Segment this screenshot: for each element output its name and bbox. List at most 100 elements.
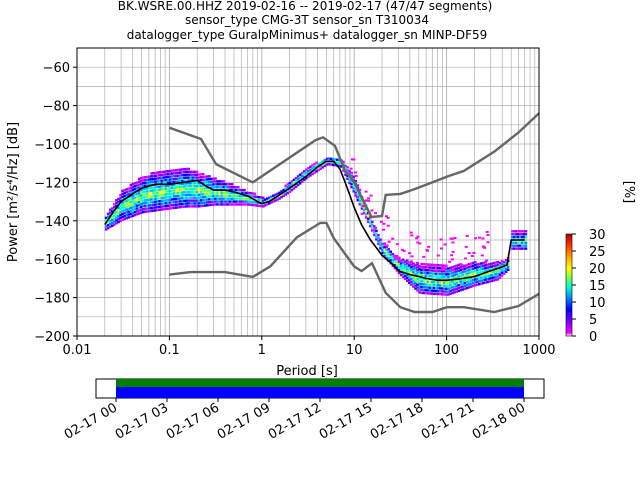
density-cell: [172, 177, 176, 181]
density-cell: [290, 188, 294, 192]
density-cell: [146, 175, 149, 179]
density-cell: [524, 244, 528, 247]
density-cell: [313, 162, 316, 166]
density-cell: [199, 176, 203, 179]
density-cell: [401, 264, 405, 267]
density-cell: [426, 286, 430, 289]
colorbar-label: [%]: [621, 181, 636, 204]
density-cell: [270, 195, 273, 198]
density-cell: [325, 163, 329, 166]
density-cell: [218, 197, 221, 200]
density-cell: [438, 281, 442, 284]
density-cell: [480, 282, 483, 285]
density-cell: [313, 171, 316, 174]
density-cell: [410, 271, 413, 275]
density-cell: [323, 158, 327, 162]
density-cell: [422, 291, 426, 295]
density-cell: [422, 263, 426, 266]
density-cell: [358, 197, 362, 200]
density-cell: [230, 200, 234, 203]
density-cell: [172, 203, 176, 207]
density-cell: [522, 241, 526, 245]
density-cell: [218, 191, 221, 195]
density-cell: [455, 284, 459, 288]
density-cell: [201, 175, 205, 179]
density-cell: [185, 187, 188, 191]
density-cell: [263, 198, 267, 201]
density-cell: [164, 173, 168, 176]
density-cell: [463, 278, 467, 282]
density-cell: [218, 183, 221, 186]
density-cell: [113, 214, 116, 218]
density-cell: [158, 194, 162, 197]
density-cell: [438, 290, 442, 293]
density-cell: [457, 263, 461, 267]
density-cell: [434, 284, 438, 287]
density-cell: [146, 198, 149, 202]
density-cell: [195, 193, 199, 197]
density-cell: [441, 275, 444, 279]
density-cell: [410, 263, 413, 266]
density-cell: [133, 205, 137, 208]
density-cell: [441, 290, 444, 293]
density-cell: [469, 282, 473, 285]
density-cell: [515, 241, 518, 245]
density-cell: [175, 180, 178, 183]
density-cell: [214, 185, 217, 189]
density-cell: [424, 263, 428, 266]
density-cell: [412, 270, 415, 274]
density-cell: [197, 184, 201, 188]
density-cell: [181, 194, 184, 197]
density-cell: [294, 185, 298, 188]
density-cell: [141, 207, 145, 211]
density-cell: [179, 180, 182, 183]
density-cell: [522, 244, 526, 247]
density-cell: [218, 200, 221, 203]
density-cell: [284, 187, 288, 190]
density-cell: [420, 262, 423, 266]
density-cell: [496, 263, 500, 267]
density-cell: [154, 209, 157, 212]
density-cell: [424, 289, 428, 292]
density-cell: [166, 170, 170, 173]
density-cell: [216, 185, 219, 189]
density-cell: [498, 267, 502, 271]
density-cell: [520, 241, 524, 245]
density-cell: [496, 269, 500, 272]
density-outlier: [354, 171, 358, 174]
density-cell: [451, 277, 454, 280]
density-cell: [172, 174, 176, 178]
time-tick-label: 02-17 12: [266, 400, 324, 442]
density-cell: [356, 198, 360, 202]
density-cell: [113, 203, 116, 206]
density-cell: [164, 201, 168, 205]
density-cell: [177, 206, 180, 209]
density-cell: [434, 281, 438, 284]
density-cell: [280, 190, 283, 193]
density-cell: [484, 278, 487, 281]
density-cell: [113, 206, 116, 209]
density-cell: [356, 192, 360, 196]
density-cell: [488, 271, 491, 275]
density-cell: [144, 210, 147, 213]
density-cell: [131, 200, 135, 203]
density-cell: [383, 251, 386, 255]
density-cell: [168, 201, 172, 204]
density-outlier: [397, 256, 401, 259]
density-cell: [115, 204, 118, 208]
density-cell: [177, 183, 180, 186]
density-cell: [516, 235, 520, 239]
density-cell: [459, 265, 463, 269]
density-cell: [366, 214, 370, 218]
density-cell: [422, 268, 426, 272]
density-cell: [401, 267, 405, 270]
density-cell: [420, 265, 423, 269]
density-cell: [191, 199, 195, 202]
density-cell: [146, 210, 149, 213]
density-cell: [203, 195, 207, 199]
density-cell: [201, 198, 205, 202]
density-cell: [226, 200, 230, 203]
density-cell: [414, 272, 417, 276]
density-cell: [214, 177, 217, 180]
